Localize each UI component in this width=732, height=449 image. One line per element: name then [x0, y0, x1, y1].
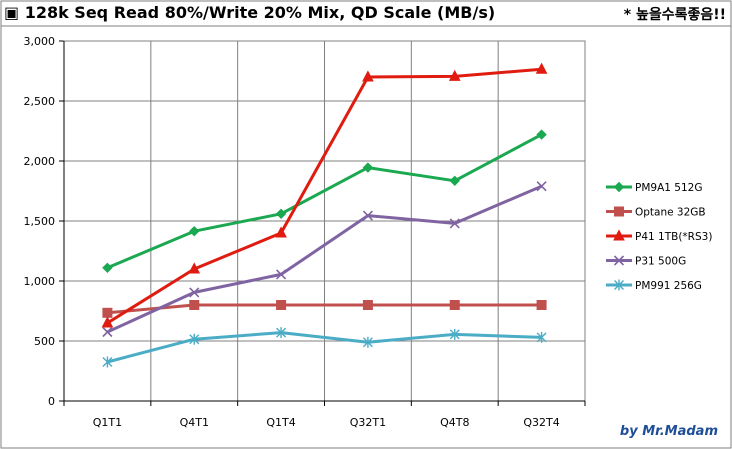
- data-point: [102, 326, 113, 338]
- series-optane-32gb: [102, 300, 547, 318]
- series-line: [106, 67, 542, 325]
- series-p31-500g: [102, 181, 547, 338]
- y-tick-label: 1,000: [24, 275, 56, 288]
- data-point: [189, 333, 200, 345]
- legend-label: P31 500G: [635, 256, 686, 268]
- legend-item: PM9A1 512G: [606, 181, 702, 194]
- legend-label: P41 1TB(*RS3): [635, 231, 712, 243]
- data-point: [275, 226, 287, 238]
- data-point: [362, 336, 373, 348]
- legend-marker: [613, 229, 625, 241]
- data-point: [276, 300, 287, 310]
- data-point: [102, 356, 113, 368]
- legend-item: PM991 256G: [606, 279, 702, 292]
- data-point: [449, 328, 460, 340]
- data-point: [362, 162, 374, 173]
- series-pm991-256g: [102, 327, 547, 368]
- data-point: [189, 300, 200, 310]
- data-point: [536, 331, 547, 343]
- data-point: [536, 300, 547, 310]
- legend-item: P31 500G: [606, 255, 686, 268]
- x-tick-label: Q32T1: [350, 416, 386, 429]
- y-tick-label: 500: [34, 335, 55, 348]
- data-point: [448, 69, 461, 81]
- y-tick-label: 3,000: [24, 35, 56, 48]
- data-point: [536, 129, 547, 140]
- higher-is-better-note: * 높을수록좋음!!: [623, 7, 726, 23]
- data-point: [449, 218, 460, 229]
- data-point: [102, 307, 113, 318]
- x-tick-label: Q4T8: [440, 416, 469, 429]
- data-point: [275, 208, 287, 220]
- data-point: [189, 225, 200, 237]
- data-point: [102, 262, 113, 274]
- x-tick-label: Q4T1: [180, 416, 209, 429]
- x-tick-label: Q1T1: [93, 416, 122, 429]
- data-point: [188, 262, 201, 274]
- data-point: [362, 70, 374, 82]
- y-tick-label: 2,500: [24, 95, 56, 108]
- series-line: [107, 331, 542, 364]
- data-point: [449, 175, 460, 187]
- legend-marker: [613, 181, 625, 193]
- legend-label: PM991 256G: [635, 280, 702, 292]
- data-point: [276, 327, 287, 339]
- series-line: [106, 184, 543, 334]
- chart-title: ▣ 128k Seq Read 80%/Write 20% Mix, QD Sc…: [4, 3, 496, 22]
- series-p41-1tb-rs3: [101, 62, 548, 328]
- y-tick-label: 1,500: [24, 215, 56, 228]
- data-point: [449, 300, 460, 310]
- legend-marker: [614, 206, 624, 217]
- plot-area: 0 500 1,000 1,500 2,000 2,500 3,000 Q1T1 Q4T1 Q1T…: [24, 35, 586, 429]
- series-pm9a1-512g: [102, 129, 547, 274]
- legend-label: PM9A1 512G: [635, 182, 702, 194]
- y-tick-label: 2,000: [24, 155, 56, 168]
- data-point: [535, 62, 548, 74]
- x-tick-label: Q1T4: [266, 416, 295, 429]
- legend: PM9A1 512G Optane 32GB P41 1TB(*RS3) P31 50…: [606, 181, 712, 292]
- data-point: [362, 300, 373, 310]
- series-line: [106, 133, 543, 270]
- author-credit: by Mr.Madam: [619, 424, 718, 439]
- legend-marker: [614, 279, 624, 291]
- data-point: [276, 269, 287, 280]
- legend-item: Optane 32GB: [606, 206, 706, 219]
- legend-marker: [613, 255, 625, 266]
- legend-label: Optane 32GB: [635, 207, 706, 219]
- y-tick-label: 0: [48, 395, 55, 408]
- x-tick-label: Q32T4: [523, 416, 559, 429]
- legend-item: P41 1TB(*RS3): [606, 229, 712, 243]
- data-point: [189, 287, 200, 298]
- data-point: [101, 316, 114, 328]
- data-point: [362, 210, 373, 221]
- data-point: [536, 181, 547, 192]
- series-line: [107, 303, 542, 315]
